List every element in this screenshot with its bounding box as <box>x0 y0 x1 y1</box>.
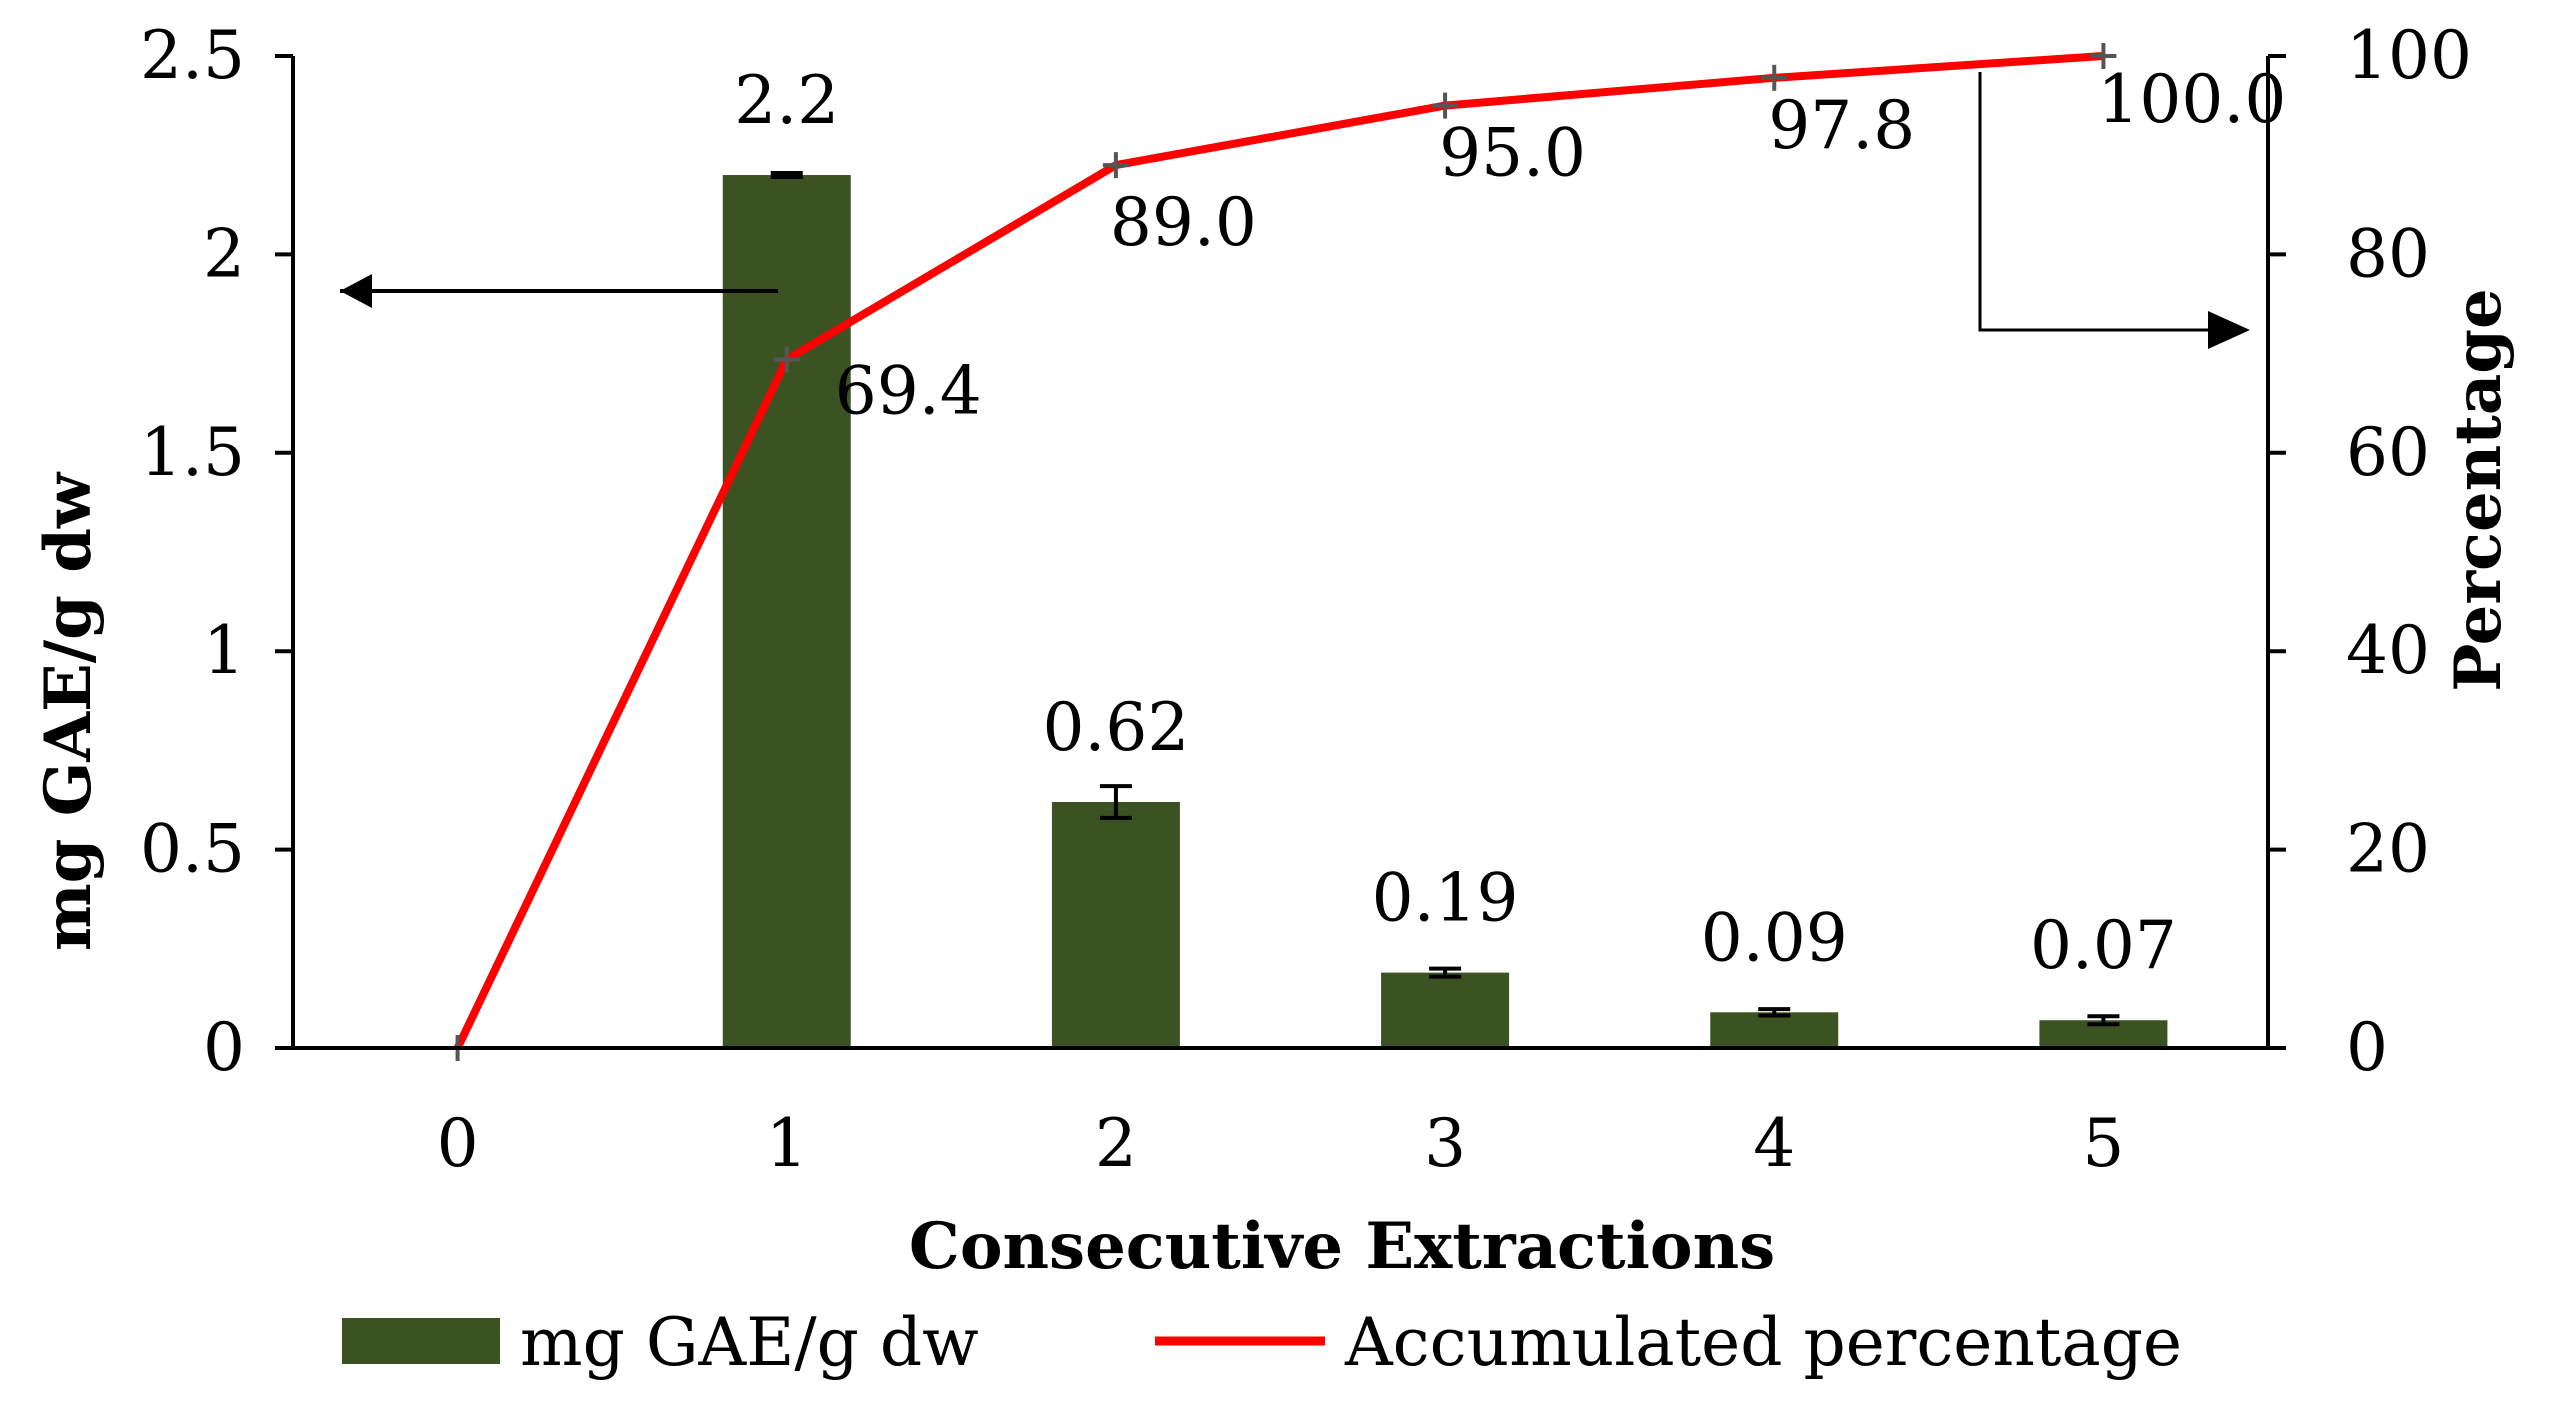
y-right-tick-label: 60 <box>2346 414 2430 491</box>
left-axis-arrow <box>340 274 778 308</box>
y-right-tick-label: 20 <box>2346 811 2430 888</box>
bar-4 <box>1710 1012 1839 1048</box>
line-value-label-5: 100.0 <box>2097 61 2286 138</box>
y-right-tick-label: 0 <box>2346 1009 2388 1086</box>
y-left-tick-label: 0.5 <box>140 811 245 888</box>
bar-2 <box>1051 801 1180 1048</box>
line-value-label-4: 97.8 <box>1768 87 1915 164</box>
bar-value-label-4: 0.09 <box>1701 899 1848 976</box>
legend: mg GAE/g dw Accumulated percentage <box>342 1304 2182 1381</box>
bar-value-label-1: 2.2 <box>734 62 839 139</box>
bar-series <box>722 171 2168 1049</box>
x-tick-label: 1 <box>766 1105 808 1182</box>
y-left-tick-label: 1 <box>203 612 245 689</box>
x-axis-title: Consecutive Extractions <box>909 1209 1775 1284</box>
line-value-label-3: 95.0 <box>1439 115 1586 192</box>
line-value-label-2: 89.0 <box>1110 184 1257 261</box>
bar-value-label-2: 0.62 <box>1042 689 1189 766</box>
line-series <box>444 43 2117 1061</box>
bar-3 <box>1381 972 1510 1048</box>
legend-bar-label: mg GAE/g dw <box>520 1304 979 1381</box>
x-tick-label: 0 <box>437 1105 479 1182</box>
x-tick-label: 2 <box>1095 1105 1137 1182</box>
legend-bar-swatch <box>342 1318 500 1364</box>
line-value-label-1: 69.4 <box>835 353 982 430</box>
legend-line-label: Accumulated percentage <box>1344 1304 2182 1381</box>
y-left-tick-label: 2 <box>203 215 245 292</box>
y-right-axis-title: Percentage <box>2441 288 2516 692</box>
data-labels: 2.2 0.62 0.19 0.09 0.07 69.4 89.0 95.0 97.8 100.0 <box>734 61 2286 984</box>
y-left-tick-label: 1.5 <box>140 414 245 491</box>
right-axis-arrow <box>1978 72 2250 349</box>
bar-1 <box>722 175 851 1049</box>
bar-value-label-3: 0.19 <box>1372 860 1519 937</box>
axes: 0 0.5 1 1.5 2 2.5 0 20 40 60 80 100 0 1 2 3 4 5 <box>140 17 2472 1182</box>
x-tick-label: 5 <box>2082 1105 2124 1182</box>
y-right-tick-label: 100 <box>2346 17 2472 94</box>
y-left-tick-label: 2.5 <box>140 17 245 94</box>
x-tick-label: 3 <box>1424 1105 1466 1182</box>
y-right-tick-label: 40 <box>2346 612 2430 689</box>
y-left-axis-title: mg GAE/g dw <box>31 471 106 951</box>
bar-value-label-5: 0.07 <box>2030 907 2177 984</box>
x-tick-label: 4 <box>1753 1105 1795 1182</box>
y-left-tick-label: 0 <box>203 1009 245 1086</box>
accumulated-percentage-line <box>453 52 2104 1050</box>
y-right-tick-label: 80 <box>2346 215 2430 292</box>
